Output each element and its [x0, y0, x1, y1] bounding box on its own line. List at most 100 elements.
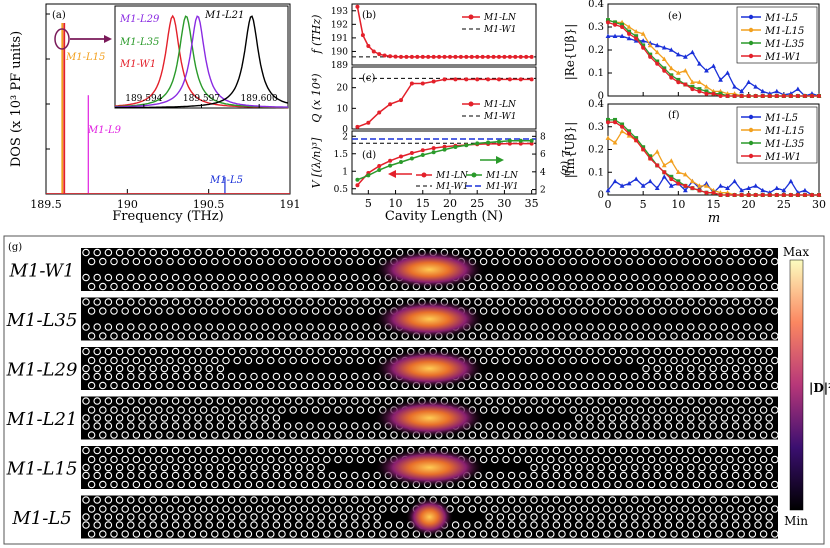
photonic-hole [659, 431, 667, 439]
photonic-hole [569, 332, 577, 340]
photonic-hole [233, 307, 241, 315]
c-ln-point [529, 77, 534, 82]
photonic-hole [177, 356, 185, 365]
photonic-hole [664, 372, 673, 381]
line-defect-hole [664, 364, 673, 373]
d-ln-point [398, 154, 403, 159]
photonic-hole [692, 505, 701, 513]
photonic-hole [345, 455, 353, 464]
row-label: M1-L5 [11, 508, 71, 529]
line-defect-hole [675, 364, 684, 373]
photonic-hole [121, 332, 129, 340]
photonic-hole [485, 521, 493, 529]
photonic-hole [771, 455, 779, 464]
photonic-hole [759, 406, 768, 414]
photonic-hole [334, 530, 342, 538]
photonic-hole [82, 248, 90, 257]
photonic-hole [580, 356, 589, 365]
photonic-hole [625, 431, 633, 439]
inset-tick-label: 189.600 [241, 94, 278, 104]
photonic-hole [507, 496, 516, 504]
photonic-hole [491, 257, 499, 266]
photonic-hole [670, 356, 678, 365]
photonic-hole [351, 422, 359, 430]
photonic-hole [524, 455, 533, 464]
photonic-hole [720, 521, 729, 529]
u-y-tick-label: 0.2 [588, 45, 604, 56]
photonic-hole [496, 422, 505, 430]
photonic-hole [619, 446, 628, 455]
photonic-hole [653, 248, 661, 257]
photonic-hole [283, 496, 292, 504]
photonic-hole [636, 381, 645, 390]
u-point-m1-l35 [648, 154, 653, 159]
photonic-hole [619, 496, 628, 504]
line-defect-hole [575, 414, 583, 422]
photonic-hole [603, 431, 611, 439]
photonic-hole [748, 381, 757, 390]
photonic-hole [748, 431, 757, 439]
photonic-hole [759, 356, 768, 365]
u-point-m1-l15 [704, 183, 709, 188]
photonic-hole [99, 455, 107, 464]
photonic-hole [591, 530, 600, 538]
photonic-hole [149, 446, 157, 455]
u-point-m1-l5 [661, 45, 667, 50]
photonic-hole [614, 257, 622, 266]
photonic-hole [530, 372, 538, 381]
photonic-hole [317, 446, 325, 455]
photonic-hole [569, 505, 577, 513]
photonic-hole [659, 356, 667, 365]
photonic-hole [323, 480, 331, 489]
photonic-hole [765, 298, 773, 306]
photonic-hole [87, 431, 96, 439]
photonic-hole [205, 446, 213, 455]
photonic-hole [468, 332, 477, 340]
photonic-hole [278, 505, 286, 513]
photonic-hole [261, 422, 269, 430]
photonic-hole [759, 307, 768, 315]
photonic-hole [771, 307, 779, 315]
zoom-marker [54, 28, 70, 50]
label-m1-l15: M1-L15 [65, 52, 105, 63]
photonic-hole [614, 282, 622, 291]
photonic-hole [698, 471, 706, 480]
photonic-hole [138, 323, 146, 331]
photonic-hole [698, 298, 706, 306]
photonic-hole [177, 480, 185, 489]
photonic-hole [261, 298, 269, 306]
u-legend-marker [748, 40, 754, 46]
photonic-hole [479, 282, 488, 291]
line-defect-hole [653, 414, 661, 422]
photonic-hole [580, 282, 589, 291]
photonic-hole [278, 332, 286, 340]
photonic-hole [295, 496, 303, 504]
photonic-hole [278, 455, 286, 464]
photonic-hole [726, 530, 734, 538]
photonic-hole [743, 323, 751, 331]
u-point-m1-l15 [682, 171, 688, 177]
panel-d-frame [351, 130, 537, 195]
photonic-hole [93, 397, 101, 405]
line-defect-hole [171, 414, 180, 422]
photonic-hole [569, 530, 577, 538]
photonic-hole [110, 530, 118, 538]
d-ln-right-point [355, 177, 360, 182]
photonic-hole [765, 446, 773, 455]
photonic-hole [278, 257, 286, 266]
photonic-hole [726, 431, 734, 439]
photonic-hole [216, 471, 225, 480]
panel-c-legend: M1-LN M1-W1 [462, 100, 517, 122]
panel-f-y-label: |Im{Uβ}| [563, 122, 577, 179]
photonic-hole [395, 496, 404, 504]
photonic-hole [552, 372, 561, 381]
u-point-m1-w1 [620, 124, 625, 129]
d-ln-point [518, 141, 523, 146]
photonic-hole [211, 530, 219, 538]
photonic-hole [765, 248, 773, 257]
photonic-hole [507, 521, 516, 529]
photonic-hole [524, 431, 533, 439]
photonic-hole [306, 521, 314, 529]
photonic-hole [384, 298, 393, 306]
